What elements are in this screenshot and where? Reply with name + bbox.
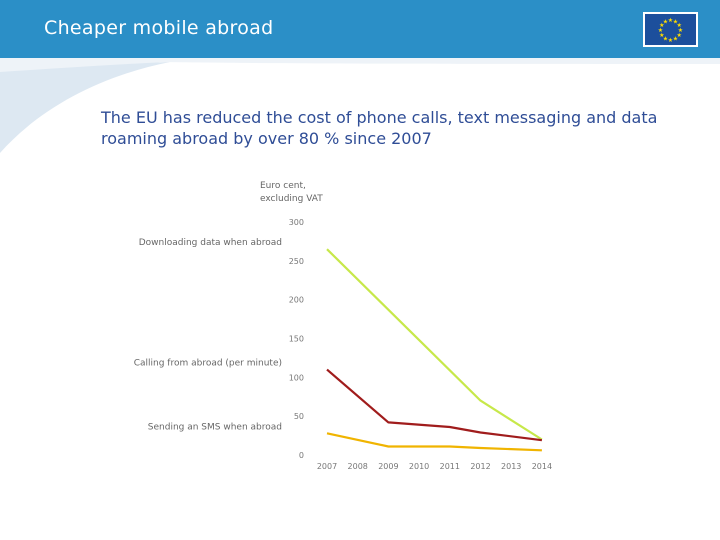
eu-flag-stars: ★ ★★★★★★★★★★★ <box>658 17 683 44</box>
y-tick-label: 50 <box>294 412 304 421</box>
flag-star: ★ <box>659 22 664 29</box>
x-tick-label: 2013 <box>501 462 521 471</box>
x-tick-label: 2014 <box>532 462 552 471</box>
eu-flag-icon: ★ ★ ★ ★ ★ ★ ★ ★ ★ ★ ★ ★ <box>643 12 698 47</box>
flag-star: ★ <box>658 27 663 34</box>
y-tick-label: 250 <box>289 257 304 266</box>
series-label: Calling from abroad (per minute) <box>134 359 282 369</box>
y-tick-label: 0 <box>299 451 304 460</box>
flag-star: ★ <box>668 37 673 44</box>
x-tick-label: 2008 <box>348 462 368 471</box>
x-tick-label: 2010 <box>409 462 429 471</box>
flag-star: ★ <box>663 36 668 43</box>
unit-label-line1: Euro cent, <box>260 181 306 191</box>
flag-star: ★ <box>673 18 678 25</box>
flag-star: ★ <box>668 17 673 24</box>
series-label: Downloading data when abroad <box>139 238 282 248</box>
series-line <box>326 368 543 442</box>
flag-star: ★ <box>676 32 681 39</box>
x-tick-label: 2007 <box>317 462 337 471</box>
series-line <box>326 248 543 441</box>
flag-star: ★ <box>673 36 678 43</box>
y-tick-label: 300 <box>289 218 304 227</box>
y-tick-label: 150 <box>289 335 304 344</box>
x-tick-label: 2009 <box>378 462 398 471</box>
x-tick-label: 2011 <box>440 462 460 471</box>
flag-star: ★ <box>659 32 664 39</box>
y-tick-label: 100 <box>289 373 304 382</box>
decorative-swoosh <box>0 58 720 153</box>
y-tick-label: 200 <box>289 296 304 305</box>
slide-subtitle: The EU has reduced the cost of phone cal… <box>101 108 658 148</box>
series-line <box>326 432 542 452</box>
header-bar: Cheaper mobile abroad ★ ★ ★ ★ ★ ★ ★ ★ ★ ★ ★ ★ <box>0 0 720 58</box>
page-title: Cheaper mobile abroad <box>44 17 274 39</box>
flag-star: ★ <box>678 27 683 34</box>
flag-star: ★ <box>676 22 681 29</box>
series-label: Sending an SMS when abroad <box>148 422 282 432</box>
unit-label-line2: excluding VAT <box>260 194 323 204</box>
flag-star: ★ <box>663 18 668 25</box>
x-tick-label: 2012 <box>470 462 490 471</box>
